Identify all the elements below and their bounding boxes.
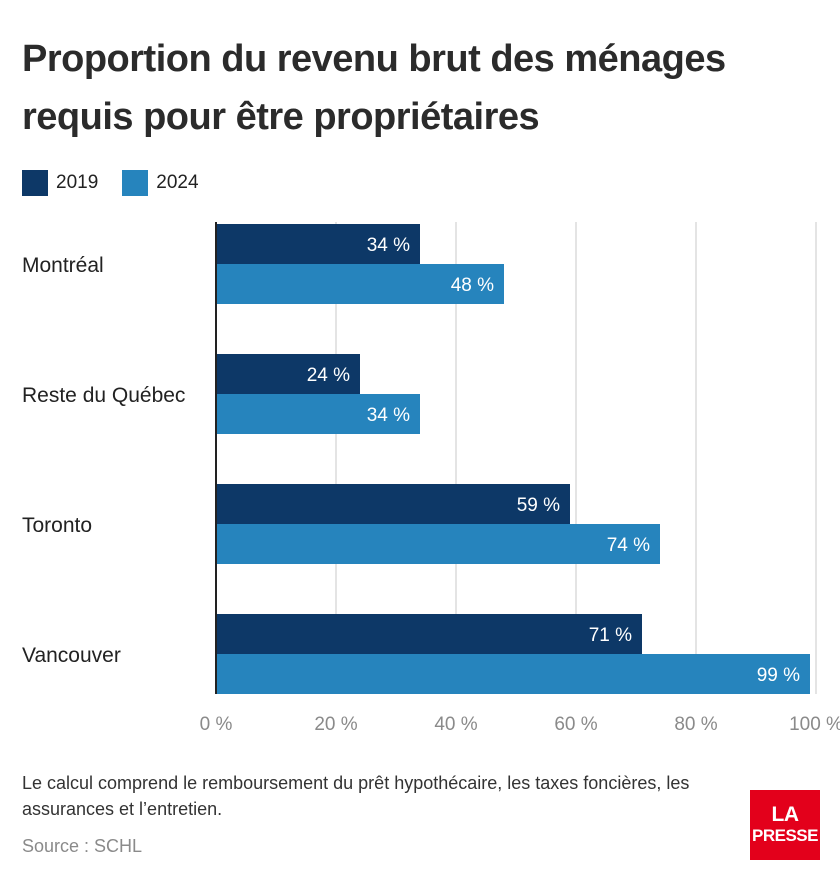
x-tick-label: 40 % <box>434 714 477 735</box>
chart-note: Le calcul comprend le remboursement du p… <box>22 773 690 819</box>
chart-title: Proportion du revenu brut des ménages re… <box>22 38 726 138</box>
category-label: Reste du Québec <box>22 384 185 407</box>
legend: 2019 2024 <box>22 170 223 196</box>
bar-value-label: 59 % <box>517 495 560 516</box>
bar-2024-3 <box>216 654 810 694</box>
legend-item-2019: 2019 <box>22 170 98 196</box>
legend-item-2024: 2024 <box>122 170 199 196</box>
bar-value-label: 71 % <box>589 625 632 646</box>
bar-2019-2 <box>216 484 570 524</box>
bar-2019-3 <box>216 614 642 654</box>
bar-value-label: 48 % <box>451 275 494 296</box>
x-tick-label: 100 % <box>789 714 840 735</box>
legend-label-2019: 2019 <box>56 172 99 193</box>
bar-value-label: 34 % <box>367 405 410 426</box>
x-tick-label: 80 % <box>674 714 717 735</box>
category-label: Montréal <box>22 254 104 277</box>
bar-value-label: 34 % <box>367 235 410 256</box>
legend-swatch-2019 <box>22 170 48 196</box>
bar-2019-1 <box>216 354 360 394</box>
bar-value-label: 24 % <box>307 365 350 386</box>
bar-2024-0 <box>216 264 504 304</box>
source-credit: Source : SCHL <box>22 836 143 856</box>
bar-value-label: 99 % <box>757 665 800 686</box>
x-tick-label: 20 % <box>314 714 357 735</box>
legend-label-2024: 2024 <box>156 172 199 193</box>
bar-2024-1 <box>216 394 420 434</box>
la-presse-logo: LA PRESSE <box>750 790 820 860</box>
bar-2019-0 <box>216 224 420 264</box>
logo-line-1: LA <box>771 803 800 826</box>
category-label: Vancouver <box>22 644 121 667</box>
category-label: Toronto <box>22 514 92 537</box>
bar-value-label: 74 % <box>607 535 650 556</box>
bar-2024-2 <box>216 524 660 564</box>
logo-line-2: PRESSE <box>752 826 818 845</box>
bar-chart: Montréal 34 % 48 % Reste du Québec 24 % 34 % T… <box>22 222 840 735</box>
x-tick-label: 60 % <box>554 714 597 735</box>
x-tick-label: 0 % <box>200 714 233 735</box>
legend-swatch-2024 <box>122 170 149 196</box>
